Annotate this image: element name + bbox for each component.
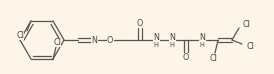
Text: N: N xyxy=(153,32,159,42)
Text: Cl: Cl xyxy=(53,38,61,47)
Text: H: H xyxy=(170,42,175,48)
Text: Cl: Cl xyxy=(16,31,24,40)
Text: Cl: Cl xyxy=(209,54,217,63)
Text: O: O xyxy=(107,36,113,44)
Text: Cl: Cl xyxy=(242,20,250,28)
Text: H: H xyxy=(199,42,204,48)
Text: N: N xyxy=(91,36,97,44)
Text: O: O xyxy=(183,52,189,61)
Text: N: N xyxy=(169,32,175,42)
Text: O: O xyxy=(137,18,143,28)
Text: Cl: Cl xyxy=(246,42,254,50)
Text: H: H xyxy=(153,42,158,48)
Text: N: N xyxy=(199,32,205,42)
